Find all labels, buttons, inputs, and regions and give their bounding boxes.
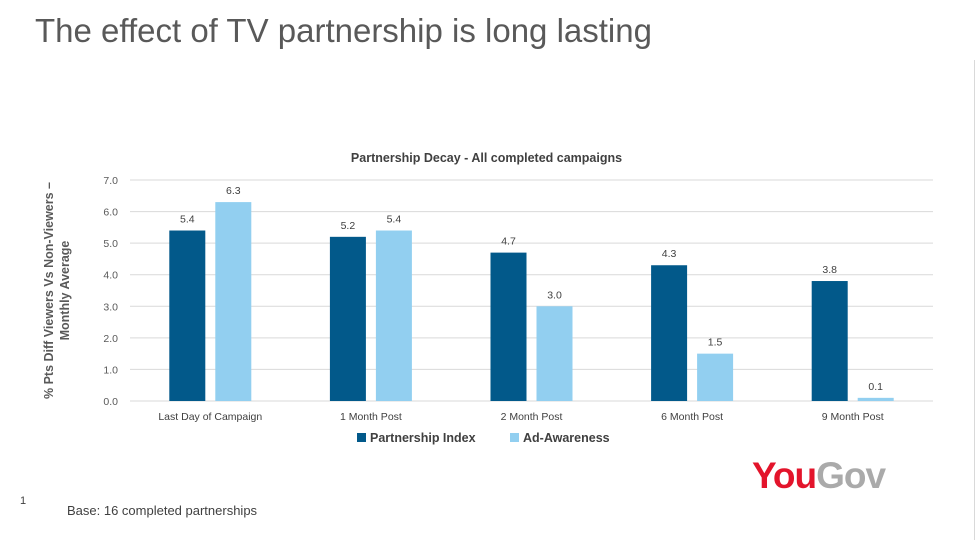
partnership-index-bar [811,281,848,401]
partnership-index-bar [490,252,527,401]
y-tick-label: 1.0 [103,364,118,376]
y-axis-label: % Pts Diff Viewers Vs Non-Viewers – [42,182,56,399]
ad-awareness-bar [697,353,734,401]
base-note: Base: 16 completed partnerships [67,503,258,518]
partnership-index-data-label: 5.4 [180,214,195,226]
ad-awareness-data-label: 1.5 [708,337,723,349]
ad-awareness-bar [375,230,412,401]
partnership-index-bar [651,265,688,401]
x-tick-label: Last Day of Campaign [158,411,262,423]
chart-title: Partnership Decay - All completed campai… [351,151,622,165]
y-tick-label: 5.0 [103,238,118,250]
ad-awareness-data-label: 0.1 [868,381,883,393]
ad-awareness-data-label: 6.3 [226,185,241,197]
x-tick-label: 9 Month Post [822,411,884,423]
legend-partnership-index-label: Partnership Index [370,431,476,445]
partnership-index-bar [169,230,206,401]
y-tick-label: 3.0 [103,301,118,313]
ad-awareness-bar [536,306,573,401]
y-tick-label: 6.0 [103,207,118,219]
legend-ad-awareness-label: Ad-Awareness [523,431,610,445]
y-tick-label: 2.0 [103,333,118,345]
x-tick-label: 2 Month Post [501,411,563,423]
logo-you: You [752,455,817,496]
x-tick-label: 6 Month Post [661,411,723,423]
y-tick-label: 4.0 [103,270,118,282]
partnership-index-bar [329,236,366,401]
partnership-index-data-label: 4.7 [501,236,516,248]
ad-awareness-bar [215,202,252,401]
legend-ad-awareness-swatch [510,433,519,442]
ad-awareness-data-label: 3.0 [547,289,562,301]
yougov-logo: YouGov [752,455,886,497]
ad-awareness-data-label: 5.4 [387,214,402,226]
ad-awareness-bar [857,397,894,401]
y-tick-label: 7.0 [103,175,118,187]
y-tick-label: 0.0 [103,396,118,408]
slide-title: The effect of TV partnership is long las… [35,12,652,49]
partnership-index-data-label: 3.8 [822,264,837,276]
partnership-index-data-label: 5.2 [341,220,356,232]
x-tick-label: 1 Month Post [340,411,402,423]
page-number: 1 [20,495,27,507]
partnership-index-data-label: 4.3 [662,248,677,260]
logo-gov: Gov [816,455,886,496]
y-axis-label: Monthly Average [58,241,72,341]
legend-partnership-index-swatch [357,433,366,442]
